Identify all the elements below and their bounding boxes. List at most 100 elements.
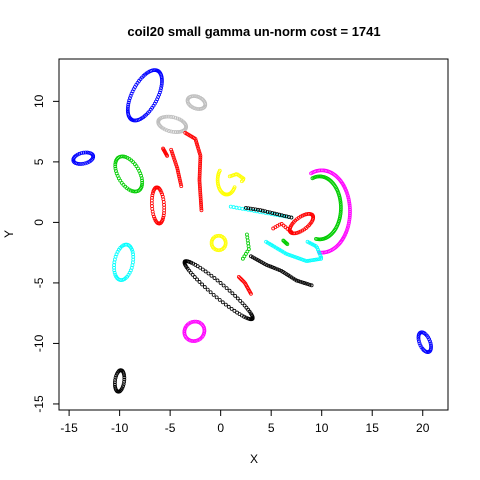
data-point [231, 205, 236, 210]
data-point [198, 155, 203, 160]
data-point [122, 377, 127, 382]
data-point [151, 189, 156, 194]
data-point [113, 166, 118, 171]
data-point [199, 206, 204, 211]
data-point [120, 386, 125, 390]
data-point [193, 137, 198, 141]
data-point [79, 151, 84, 156]
data-point [139, 184, 144, 189]
data-point [347, 199, 352, 204]
data-point [429, 345, 433, 350]
data-point [246, 241, 251, 246]
data-point [140, 180, 145, 185]
data-point [305, 212, 310, 216]
data-point [256, 207, 260, 212]
data-point [194, 138, 198, 143]
data-point [182, 328, 187, 333]
data-point [337, 217, 342, 222]
data-point [197, 175, 202, 180]
data-point [238, 298, 243, 303]
data-point [215, 180, 220, 185]
data-point [123, 155, 128, 159]
data-point [304, 281, 308, 286]
data-point [197, 150, 202, 154]
data-point [162, 114, 167, 119]
data-point [245, 232, 249, 237]
data-point [198, 159, 203, 164]
data-point [113, 162, 118, 167]
y-axis-label: Y [2, 230, 16, 238]
data-point [314, 236, 318, 241]
data-point [171, 129, 176, 134]
data-point [223, 239, 228, 244]
data-point [306, 258, 311, 263]
data-point [285, 242, 290, 247]
data-point [176, 170, 181, 175]
data-point [209, 273, 214, 278]
data-point [296, 279, 301, 284]
data-point [178, 180, 183, 185]
data-point [199, 208, 204, 213]
data-point [348, 211, 352, 216]
data-point [338, 201, 343, 206]
data-point [265, 209, 270, 214]
data-point [159, 86, 163, 90]
data-point [174, 162, 179, 167]
data-point [175, 130, 180, 134]
data-point [189, 339, 194, 343]
data-point [113, 380, 117, 385]
data-point [302, 258, 307, 263]
data-point [240, 256, 245, 261]
data-points [71, 68, 433, 394]
data-point [216, 182, 220, 187]
data-point [242, 314, 246, 319]
data-point [218, 281, 223, 285]
data-point [273, 266, 278, 271]
data-point [173, 130, 178, 134]
data-point [195, 144, 200, 149]
data-point [175, 168, 180, 173]
x-axis: -15 -10 -5 0 5 10 15 20 [60, 410, 430, 435]
data-point [169, 147, 174, 152]
data-point [194, 140, 199, 145]
data-point [223, 241, 228, 245]
data-point [83, 161, 87, 166]
x-tick-label: 15 [366, 421, 380, 435]
data-point [318, 253, 323, 258]
data-point [197, 173, 202, 178]
data-point [223, 242, 228, 247]
data-point [188, 338, 192, 343]
data-point [289, 215, 294, 220]
data-point [195, 142, 200, 147]
data-point [215, 233, 220, 238]
data-point [229, 306, 234, 311]
data-point [212, 276, 217, 280]
data-point [277, 268, 282, 273]
data-point [288, 253, 293, 258]
data-point [113, 384, 117, 389]
data-point [304, 259, 309, 264]
data-point [305, 239, 310, 244]
data-point [202, 327, 207, 332]
data-point [244, 205, 248, 210]
data-point [211, 292, 216, 297]
data-point [151, 212, 156, 217]
data-point [202, 330, 207, 335]
data-point [196, 148, 201, 153]
data-point [347, 201, 352, 206]
data-point [128, 188, 133, 193]
data-point [194, 106, 198, 111]
data-point [113, 378, 118, 382]
data-point [79, 162, 83, 166]
data-point [160, 217, 165, 222]
data-point [277, 212, 282, 217]
data-point [190, 272, 195, 277]
data-point [197, 184, 202, 189]
data-point [195, 277, 199, 282]
data-point [150, 191, 155, 196]
data-point [199, 200, 203, 205]
data-point [338, 206, 343, 211]
data-point [131, 252, 135, 257]
data-point [122, 375, 127, 380]
data-point [178, 182, 183, 187]
